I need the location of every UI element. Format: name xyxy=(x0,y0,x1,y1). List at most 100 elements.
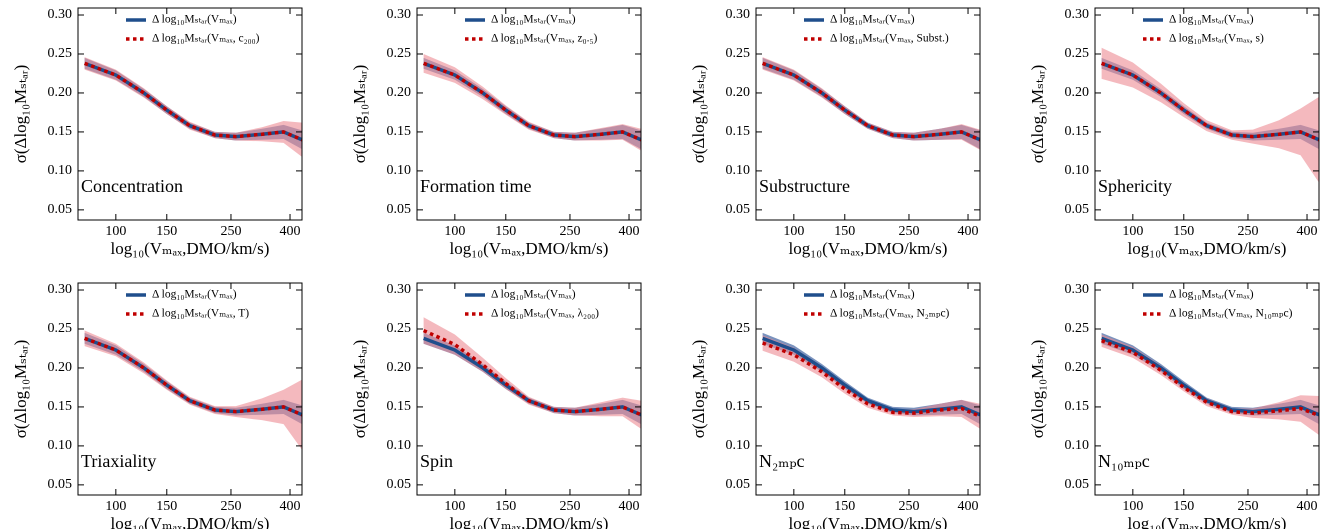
x-tick-label: 400 xyxy=(280,224,301,239)
y-tick-label: 0.15 xyxy=(48,124,73,139)
axes-frame xyxy=(77,282,303,496)
annotation: Concentration xyxy=(81,176,183,196)
panel: 0.05 0.10 0.15 0.20 0.25 0.30 100 150 250 400 log₁… xyxy=(1028,282,1320,529)
y-tick-label: 0.20 xyxy=(387,360,412,375)
x-axis-label: log₁₀(Vₘₐₓ,DMO/km/s) xyxy=(1128,514,1287,529)
plot-area xyxy=(84,330,302,450)
x-tick-label: 250 xyxy=(220,499,241,514)
y-tick-label: 0.25 xyxy=(1065,321,1090,336)
y-tick-label: 0.05 xyxy=(1065,477,1090,492)
y-axis-label: σ(Δlog₁₀Mₛₜₐᵣ) xyxy=(350,65,369,164)
legend-label: Δ log₁₀Mₛₜₐᵣ(Vₘₐₓ) xyxy=(152,14,237,26)
y-tick-label: 0.10 xyxy=(1065,163,1090,178)
axes-frame xyxy=(1094,7,1320,221)
line xyxy=(423,61,641,142)
y-tick-label: 0.15 xyxy=(1065,124,1090,139)
x-tick-label: 100 xyxy=(444,224,465,239)
line xyxy=(1101,61,1319,142)
plot-area xyxy=(762,332,980,429)
line xyxy=(762,336,980,417)
band xyxy=(1101,332,1319,425)
y-tick-label: 0.05 xyxy=(48,202,73,217)
plot-area xyxy=(762,57,980,150)
y-tick-label: 0.05 xyxy=(387,202,412,217)
band xyxy=(762,57,980,150)
plot-area xyxy=(1101,332,1319,435)
x-tick-label: 100 xyxy=(105,499,126,514)
band xyxy=(423,317,641,429)
plot-area xyxy=(423,53,641,151)
line xyxy=(422,328,641,417)
band xyxy=(1101,47,1319,183)
x-tick-label: 400 xyxy=(619,499,640,514)
panel: 0.05 0.10 0.15 0.20 0.25 0.30 100 150 250 400 log₁… xyxy=(689,7,981,258)
y-tick-label: 0.05 xyxy=(48,477,73,492)
y-tick-label: 0.15 xyxy=(726,124,751,139)
x-tick-label: 250 xyxy=(898,224,919,239)
y-tick-label: 0.30 xyxy=(726,7,751,22)
x-axis-label: log₁₀(Vₘₐₓ,DMO/km/s) xyxy=(789,514,948,529)
x-tick-label: 400 xyxy=(619,224,640,239)
legend-label: Δ log₁₀Mₛₜₐᵣ(Vₘₐₓ) xyxy=(830,14,915,26)
axes-frame xyxy=(755,7,981,221)
line xyxy=(84,336,302,417)
y-axis-label: σ(Δlog₁₀Mₛₜₐᵣ) xyxy=(11,65,30,164)
x-tick-label: 250 xyxy=(898,499,919,514)
y-tick-label: 0.25 xyxy=(726,46,751,61)
y-tick-label: 0.10 xyxy=(387,438,412,453)
y-tick-label: 0.20 xyxy=(387,85,412,100)
legend-label: Δ log₁₀Mₛₜₐᵣ(Vₘₐₓ, N₁₀ₘₚc) xyxy=(1169,308,1293,320)
annotation: Formation time xyxy=(420,176,532,196)
y-axis-label: σ(Δlog₁₀Mₛₜₐᵣ) xyxy=(1028,340,1047,439)
x-tick-label: 150 xyxy=(1173,499,1194,514)
x-tick-label: 250 xyxy=(220,224,241,239)
x-axis-label: log₁₀(Vₘₐₓ,DMO/km/s) xyxy=(450,514,609,529)
y-tick-label: 0.30 xyxy=(387,7,412,22)
band xyxy=(423,53,641,151)
y-tick-label: 0.05 xyxy=(1065,202,1090,217)
x-axis-label: log₁₀(Vₘₐₓ,DMO/km/s) xyxy=(1128,239,1287,258)
axes-frame xyxy=(77,7,303,221)
x-tick-label: 150 xyxy=(495,499,516,514)
x-tick-label: 250 xyxy=(559,499,580,514)
panel: 0.05 0.10 0.15 0.20 0.25 0.30 100 150 250 400 log₁… xyxy=(11,7,303,258)
y-tick-label: 0.10 xyxy=(48,438,73,453)
legend-label: Δ log₁₀Mₛₜₐᵣ(Vₘₐₓ) xyxy=(152,289,237,301)
panel: 0.05 0.10 0.15 0.20 0.25 0.30 100 150 250 400 log₁… xyxy=(11,282,303,529)
y-tick-label: 0.10 xyxy=(726,438,751,453)
y-tick-label: 0.20 xyxy=(726,85,751,100)
x-tick-label: 400 xyxy=(280,499,301,514)
legend-label: Δ log₁₀Mₛₜₐᵣ(Vₘₐₓ) xyxy=(491,14,576,26)
y-tick-label: 0.20 xyxy=(48,85,73,100)
band xyxy=(84,57,302,157)
x-tick-label: 100 xyxy=(783,499,804,514)
x-tick-label: 150 xyxy=(156,499,177,514)
x-axis-label: log₁₀(Vₘₐₓ,DMO/km/s) xyxy=(789,239,948,258)
x-tick-label: 100 xyxy=(1122,499,1143,514)
x-tick-label: 250 xyxy=(1237,499,1258,514)
line xyxy=(762,61,980,142)
annotation: Sphericity xyxy=(1098,176,1172,196)
y-tick-label: 0.10 xyxy=(387,163,412,178)
annotation: Substructure xyxy=(759,176,850,196)
x-tick-label: 150 xyxy=(495,224,516,239)
band xyxy=(762,335,980,429)
legend-label: Δ log₁₀Mₛₜₐᵣ(Vₘₐₓ) xyxy=(1169,14,1254,26)
x-tick-label: 150 xyxy=(834,499,855,514)
y-tick-label: 0.20 xyxy=(48,360,73,375)
band xyxy=(84,330,302,450)
y-tick-label: 0.20 xyxy=(1065,360,1090,375)
y-tick-label: 0.30 xyxy=(726,282,751,297)
x-tick-label: 400 xyxy=(1297,499,1318,514)
x-tick-label: 150 xyxy=(156,224,177,239)
x-axis-label: log₁₀(Vₘₐₓ,DMO/km/s) xyxy=(111,514,270,529)
y-axis-label: σ(Δlog₁₀Mₛₜₐᵣ) xyxy=(11,340,30,439)
annotation: Spin xyxy=(420,451,453,471)
x-axis-label: log₁₀(Vₘₐₓ,DMO/km/s) xyxy=(111,239,270,258)
y-tick-label: 0.25 xyxy=(1065,46,1090,61)
y-tick-label: 0.30 xyxy=(1065,282,1090,297)
y-tick-label: 0.15 xyxy=(387,124,412,139)
legend-label: Δ log₁₀Mₛₜₐᵣ(Vₘₐₓ, s) xyxy=(1169,33,1264,45)
legend-label: Δ log₁₀Mₛₜₐᵣ(Vₘₐₓ, λ₂₀₀) xyxy=(491,308,599,320)
